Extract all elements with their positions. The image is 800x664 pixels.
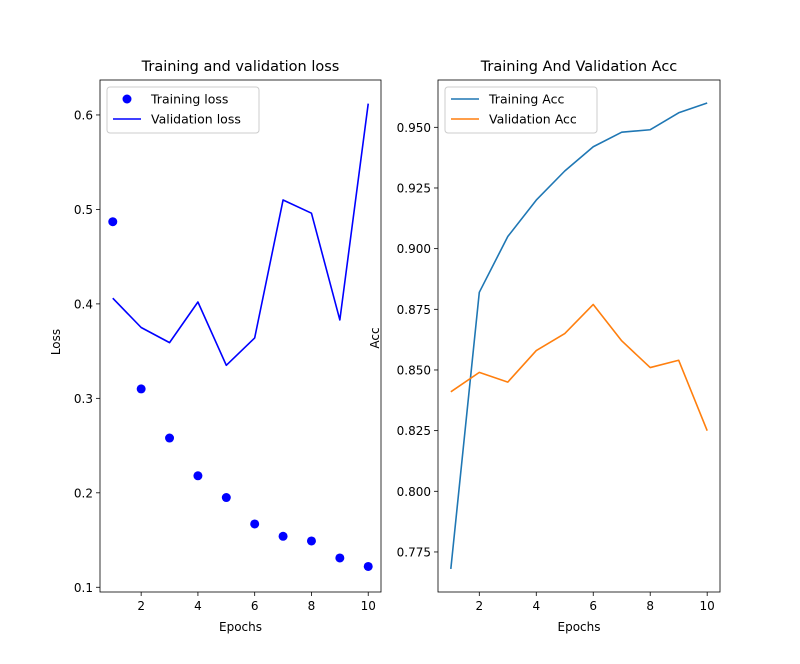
loss-point (108, 217, 118, 227)
acc-series-line (450, 102, 708, 570)
loss-point (250, 519, 260, 529)
loss-point (136, 384, 146, 394)
loss-point (165, 433, 175, 443)
accuracy-chart-ylabel: Acc (368, 327, 382, 348)
loss-legend-marker (122, 94, 132, 104)
loss-point (193, 471, 203, 481)
acc-xtick-label: 6 (589, 599, 597, 613)
acc-xtick-label: 10 (700, 599, 715, 613)
loss-chart-ylabel: Loss (49, 329, 63, 355)
acc-ytick-label: 0.925 (397, 181, 431, 195)
loss-point (363, 561, 373, 571)
acc-legend-label: Validation Acc (489, 112, 577, 127)
loss-xtick-label: 2 (137, 599, 145, 613)
acc-ytick-label: 0.800 (397, 485, 431, 499)
loss-xtick-label: 6 (251, 599, 259, 613)
acc-ytick-label: 0.775 (397, 545, 431, 559)
acc-ytick-label: 0.900 (397, 242, 431, 256)
accuracy-chart: 2 4 6 8 10 0.775 0.800 0.825 0.850 0.875 0.900 0.92… (397, 79, 721, 613)
acc-xtick-label: 2 (475, 599, 483, 613)
loss-point (221, 493, 231, 503)
loss-xtick-label: 8 (308, 599, 316, 613)
acc-xtick-label: 4 (532, 599, 540, 613)
loss-ytick-label: 0.1 (74, 581, 93, 595)
loss-legend-label: Validation loss (151, 112, 241, 127)
acc-axes-frame (437, 79, 721, 593)
loss-xtick-label: 10 (361, 599, 376, 613)
loss-legend-box (106, 86, 260, 134)
loss-chart: 2 4 6 8 10 0.1 0.2 0.3 0.4 0.5 0.6 Training loss Val… (74, 79, 382, 613)
loss-chart-title: Training and validation loss (141, 59, 340, 75)
loss-point (278, 531, 288, 541)
acc-ytick-label: 0.950 (397, 121, 431, 135)
loss-chart-xlabel: Epochs (219, 620, 262, 634)
loss-ytick-label: 0.5 (74, 203, 93, 217)
loss-legend-label: Training loss (150, 92, 228, 107)
loss-ytick-label: 0.6 (74, 108, 93, 122)
loss-ytick-label: 0.2 (74, 486, 93, 500)
acc-ytick-label: 0.875 (397, 303, 431, 317)
accuracy-chart-title: Training And Validation Acc (480, 59, 678, 75)
loss-point (306, 536, 316, 546)
acc-legend-box (444, 86, 598, 134)
acc-legend-label: Training Acc (488, 92, 564, 107)
accuracy-chart-xlabel: Epochs (558, 620, 601, 634)
loss-axes-frame (99, 79, 382, 593)
acc-ytick-label: 0.850 (397, 363, 431, 377)
loss-ytick-label: 0.3 (74, 392, 93, 406)
acc-xtick-label: 8 (646, 599, 654, 613)
acc-ytick-label: 0.825 (397, 424, 431, 438)
loss-ytick-label: 0.4 (74, 297, 93, 311)
loss-series-line (112, 103, 370, 367)
loss-point (335, 553, 345, 563)
acc-series-line (450, 303, 708, 431)
loss-xtick-label: 4 (194, 599, 202, 613)
